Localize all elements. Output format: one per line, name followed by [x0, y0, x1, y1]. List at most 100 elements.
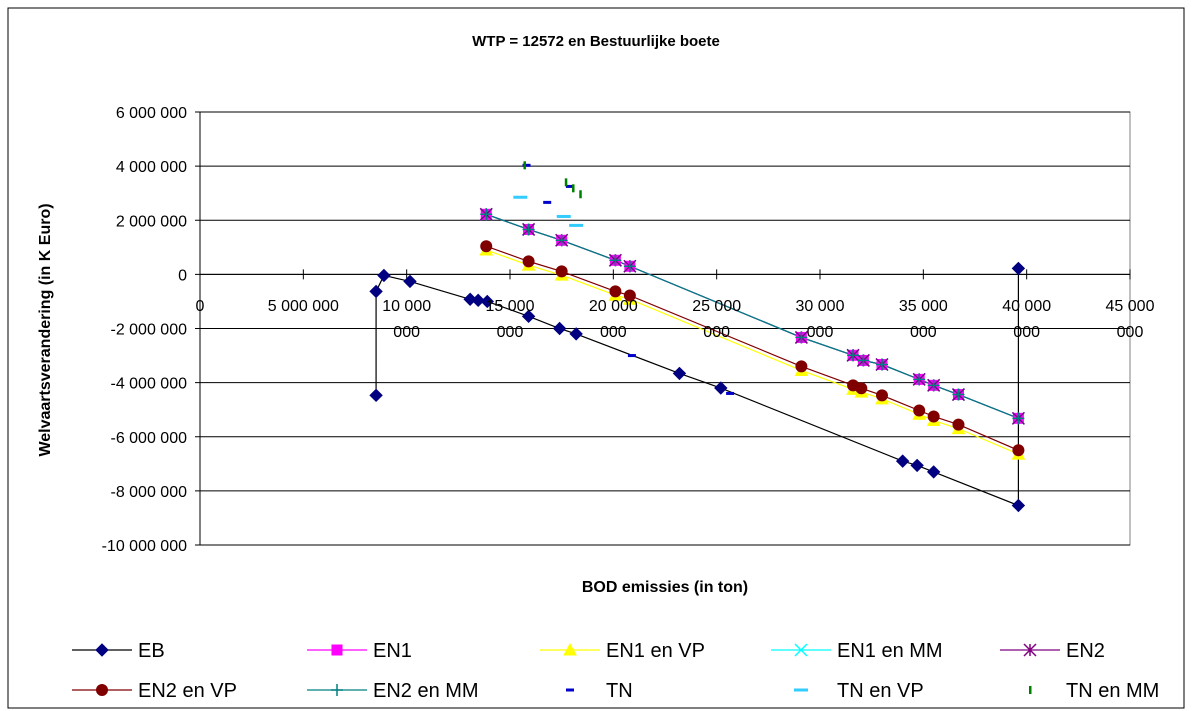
marker — [513, 195, 528, 199]
marker — [565, 184, 574, 188]
marker — [847, 349, 860, 362]
marker — [369, 284, 383, 299]
marker — [563, 642, 577, 656]
legend-label: TN — [606, 680, 633, 702]
marker — [471, 293, 485, 308]
marker — [569, 327, 583, 341]
marker — [952, 388, 965, 401]
marker — [609, 285, 622, 298]
marker — [480, 208, 493, 221]
y-tick-label: -10 000 000 — [102, 538, 188, 555]
marker — [521, 309, 536, 324]
legend-label: TN en VP — [837, 680, 924, 702]
marker — [623, 289, 636, 302]
marker — [480, 240, 493, 253]
marker — [96, 684, 108, 696]
marker — [522, 255, 535, 268]
plot — [369, 161, 1026, 513]
legend-item: TN en MM — [1029, 680, 1159, 702]
marker — [523, 161, 526, 170]
x-tick-label: 10 000 000 — [382, 298, 432, 342]
marker — [522, 163, 531, 167]
y-tick-label: -8 000 000 — [110, 484, 187, 501]
marker — [726, 391, 735, 395]
marker — [579, 190, 582, 199]
marker — [913, 373, 926, 386]
y-axis-title: Welvaartsverandering (in K Euro) — [37, 203, 54, 456]
marker — [463, 292, 477, 306]
legend-item: EN2 en MM — [307, 680, 479, 702]
legend-label: EB — [138, 640, 165, 662]
marker — [552, 321, 567, 336]
legend-item: TN — [566, 680, 633, 702]
x-tick-label: 15 000 000 — [485, 298, 535, 342]
marker — [627, 354, 636, 358]
marker — [857, 354, 870, 367]
marker — [794, 643, 808, 657]
x-tick-label: 40 000 000 — [1002, 298, 1052, 342]
marker — [794, 688, 808, 692]
y-tick-label: -4 000 000 — [110, 376, 187, 393]
marker — [555, 234, 568, 247]
marker — [377, 268, 391, 283]
marker — [403, 274, 417, 289]
marker — [609, 254, 622, 267]
marker — [331, 684, 343, 696]
marker — [1011, 498, 1026, 513]
legend-label: EN2 en VP — [138, 680, 237, 702]
marker — [927, 379, 940, 392]
marker — [369, 388, 383, 403]
chart-title: WTP = 12572 en Bestuurlijke boete — [472, 33, 720, 50]
legend-item: EN2 — [1000, 640, 1105, 662]
marker — [556, 214, 571, 218]
legend-item: EN2 en VP — [72, 680, 237, 702]
y-tick-label: 6 000 000 — [116, 105, 187, 122]
legend-item: EN1 en VP — [540, 640, 705, 662]
y-tick-label: 2 000 000 — [116, 213, 187, 230]
legend-label: EN1 — [373, 640, 412, 662]
legend-label: EN1 en VP — [606, 640, 705, 662]
legend-item: EN1 — [307, 640, 412, 662]
legend-label: EN2 en MM — [373, 680, 479, 702]
marker — [910, 458, 924, 473]
marker — [714, 381, 728, 395]
marker — [1012, 444, 1025, 457]
marker — [1023, 643, 1037, 657]
marker — [795, 360, 808, 373]
x-tick-label: 25 000 000 — [692, 298, 742, 342]
marker — [926, 465, 941, 479]
x-tick-label: 45 000 000 — [1105, 298, 1155, 342]
marker — [927, 410, 940, 423]
marker — [623, 260, 636, 273]
marker — [913, 404, 926, 417]
marker — [1011, 261, 1026, 276]
x-tick-label: 5 000 000 — [267, 298, 339, 316]
legend-item: EN1 en MM — [771, 640, 943, 662]
marker — [1012, 412, 1025, 425]
marker — [564, 178, 568, 187]
marker — [569, 223, 584, 227]
marker — [952, 418, 965, 431]
marker — [331, 644, 343, 656]
marker — [543, 200, 552, 204]
y-tick-label: -6 000 000 — [110, 430, 187, 447]
x-tick-label: 20 000 000 — [588, 298, 638, 342]
marker — [1029, 686, 1032, 694]
marker — [672, 366, 687, 381]
legend-label: EN2 — [1066, 640, 1105, 662]
legend-label: TN en MM — [1066, 680, 1159, 702]
marker — [522, 223, 535, 236]
marker — [876, 358, 888, 371]
x-axis-title: BOD emissies (in ton) — [582, 579, 748, 596]
x-tick-label: 35 000 000 — [898, 298, 948, 342]
legend-item: EB — [72, 640, 165, 662]
y-tick-label: -2 000 000 — [110, 322, 187, 339]
legend-item: TN en VP — [794, 680, 924, 702]
marker — [95, 643, 109, 657]
legend-label: EN1 en MM — [837, 640, 943, 662]
marker — [555, 265, 568, 278]
x-tick-label: 0 — [195, 298, 205, 316]
marker — [572, 184, 575, 193]
